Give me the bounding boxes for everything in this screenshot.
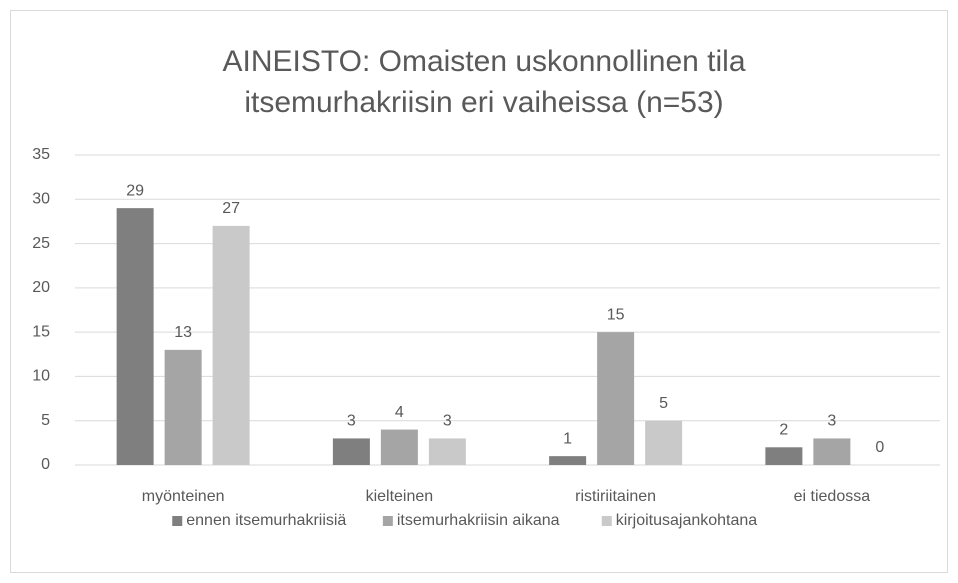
bar <box>597 332 635 465</box>
legend-label: itsemurhakriisin aikana <box>397 512 560 529</box>
bar <box>645 420 683 465</box>
x-tick-label: ei tiedossa <box>794 488 871 505</box>
value-label: 13 <box>174 324 192 341</box>
bar <box>332 438 370 465</box>
y-tick-label: 15 <box>32 323 50 340</box>
legend-swatch <box>382 516 393 526</box>
bar <box>549 456 587 465</box>
value-label: 29 <box>126 182 144 199</box>
value-label: 5 <box>659 395 668 412</box>
bar <box>212 225 250 465</box>
legend-label: kirjoitusajankohtana <box>616 512 758 529</box>
bar <box>164 349 202 465</box>
legend-label: ennen itsemurhakriisiä <box>186 512 346 529</box>
value-label: 3 <box>443 413 452 430</box>
legend-swatch <box>601 516 612 526</box>
legend-swatch <box>172 516 183 526</box>
y-tick-label: 5 <box>41 412 50 429</box>
x-tick-label: ristiriitainen <box>575 488 656 505</box>
value-label: 4 <box>395 404 404 421</box>
bar <box>380 429 418 465</box>
y-tick-label: 25 <box>32 235 50 252</box>
value-label: 3 <box>347 413 356 430</box>
y-tick-label: 35 <box>32 146 50 163</box>
chart-border <box>10 10 948 573</box>
chart-title: itsemurhakriisin eri vaiheissa (n=53) <box>244 86 723 119</box>
bar <box>428 438 466 465</box>
value-label: 27 <box>222 200 240 217</box>
y-tick-label: 10 <box>32 368 50 385</box>
chart-title: AINEISTO: Omaisten uskonnollinen tila <box>222 45 745 78</box>
y-tick-label: 20 <box>32 279 50 296</box>
x-tick-label: kielteinen <box>366 488 434 505</box>
bar <box>116 208 154 465</box>
value-label: 3 <box>827 413 836 430</box>
bar <box>765 447 803 465</box>
y-tick-label: 30 <box>32 191 50 208</box>
value-label: 15 <box>607 306 625 323</box>
bar <box>813 438 851 465</box>
value-label: 2 <box>779 422 788 439</box>
value-label: 1 <box>563 430 572 447</box>
y-tick-label: 0 <box>41 456 50 473</box>
x-tick-label: myönteinen <box>142 488 225 505</box>
value-label: 0 <box>875 439 884 456</box>
